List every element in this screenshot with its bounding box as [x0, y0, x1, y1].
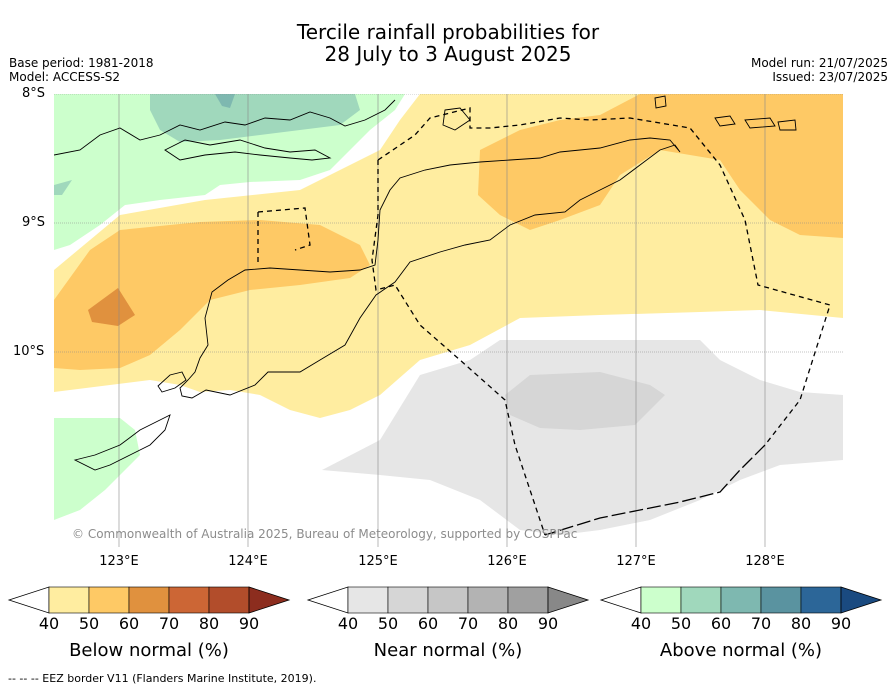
eez-border [257, 107, 831, 536]
above-normal-colorbar-swatch [640, 586, 682, 614]
below-normal-colorbar-caption: Below normal (%) [69, 640, 229, 661]
timor-island-coastline [179, 137, 681, 399]
lat-label-8s: 8°S [22, 86, 46, 101]
near-normal-colorbar-swatch [387, 586, 429, 614]
lat-label-10s: 10°S [13, 344, 45, 359]
below-normal-colorbar-tick: 60 [118, 614, 140, 633]
base-period: Base period: 1981-2018 [9, 56, 154, 70]
lon-label-125e: 125°E [358, 554, 398, 569]
lat-label-9s: 9°S [22, 215, 46, 230]
above-normal-colorbar-tick: 40 [630, 614, 652, 633]
flores-coastline [54, 99, 396, 156]
above-normal-colorbar-swatch [680, 586, 722, 614]
coastlines [54, 95, 797, 471]
near-normal-colorbar-tick: 50 [377, 614, 399, 633]
leti-coastline [714, 115, 736, 127]
near-normal-colorbar-max-arrow [547, 586, 590, 614]
above-normal-colorbar-swatch [720, 586, 762, 614]
above-normal-colorbar-tick: 50 [670, 614, 692, 633]
below-normal-colorbar-max-arrow [248, 586, 291, 614]
above-normal-50-sliver [54, 180, 72, 195]
below-normal-50-region-west [54, 220, 370, 370]
near-normal-colorbar-swatch [467, 586, 509, 614]
above-normal-colorbar-min-arrow [599, 586, 642, 614]
near-normal-50-region [505, 372, 665, 430]
near-normal-colorbar-tick: 80 [497, 614, 519, 633]
model-name: Model: ACCESS-S2 [9, 70, 121, 84]
below-normal-50-region-east [478, 94, 843, 238]
below-normal-colorbar-tick: 70 [158, 614, 180, 633]
below-normal-40-region [54, 94, 843, 418]
eez-footnote: -- -- -- EEZ border V11 (Flanders Marine… [8, 672, 317, 685]
below-normal-60-region [88, 288, 135, 326]
near-normal-colorbar-tick: 40 [337, 614, 359, 633]
lon-label-128e: 128°E [745, 554, 785, 569]
lon-label-124e: 124°E [228, 554, 268, 569]
near-normal-colorbar-swatch [427, 586, 469, 614]
below-normal-colorbar-tick: 50 [78, 614, 100, 633]
near-normal-40-region [322, 340, 843, 535]
model-run: Model run: 21/07/2025 [750, 56, 888, 70]
title-line-2: 28 July to 3 August 2025 [324, 42, 572, 66]
near-normal-colorbar-min-arrow [306, 586, 349, 614]
near-normal-colorbar-tick: 70 [457, 614, 479, 633]
near-normal-colorbar-caption: Near normal (%) [373, 640, 523, 661]
below-normal-colorbar-tick: 80 [198, 614, 220, 633]
above-normal-40-region-north [54, 94, 405, 250]
above-normal-colorbar-max-arrow [840, 586, 883, 614]
below-normal-colorbar-swatch [168, 586, 210, 614]
above-normal-colorbar-swatch [800, 586, 842, 614]
below-normal-colorbar-tick: 40 [38, 614, 60, 633]
above-normal-colorbar-tick: 60 [710, 614, 732, 633]
issued-date: Issued: 23/07/2025 [772, 70, 888, 84]
copyright-notice: © Commonwealth of Australia 2025, Bureau… [72, 527, 578, 541]
above-normal-colorbar-caption: Above normal (%) [659, 640, 823, 661]
lakor-coastline [777, 119, 797, 131]
near-normal-colorbar-tick: 90 [537, 614, 559, 633]
semau-island-coastline [157, 371, 187, 393]
moa-coastline [744, 117, 776, 129]
below-normal-colorbar-min-arrow [7, 586, 50, 614]
above-normal-50-region [150, 94, 360, 142]
below-normal-colorbar-tick: 90 [238, 614, 260, 633]
lon-label-126e: 126°E [487, 554, 527, 569]
above-normal-colorbar-tick: 80 [790, 614, 812, 633]
sumba-coastline [73, 414, 171, 471]
near-normal-colorbar-swatch [347, 586, 389, 614]
above-normal-60-region [215, 94, 235, 108]
below-normal-colorbar-swatch [128, 586, 170, 614]
above-normal-colorbar-tick: 90 [830, 614, 852, 633]
kisar-coastline [654, 95, 667, 109]
title-line-1: Tercile rainfall probabilities for [296, 20, 600, 44]
lon-label-127e: 127°E [616, 554, 656, 569]
lon-label-123e: 123°E [99, 554, 139, 569]
alor-coastline [164, 139, 332, 161]
below-normal-colorbar-swatch [48, 586, 90, 614]
above-normal-colorbar-tick: 70 [750, 614, 772, 633]
below-normal-colorbar-swatch [88, 586, 130, 614]
below-normal-colorbar-swatch [208, 586, 250, 614]
above-normal-colorbar-swatch [760, 586, 802, 614]
near-normal-colorbar-swatch [507, 586, 549, 614]
eez-border-south [544, 444, 766, 536]
near-normal-colorbar-tick: 60 [417, 614, 439, 633]
wetar-coastline [442, 107, 471, 131]
